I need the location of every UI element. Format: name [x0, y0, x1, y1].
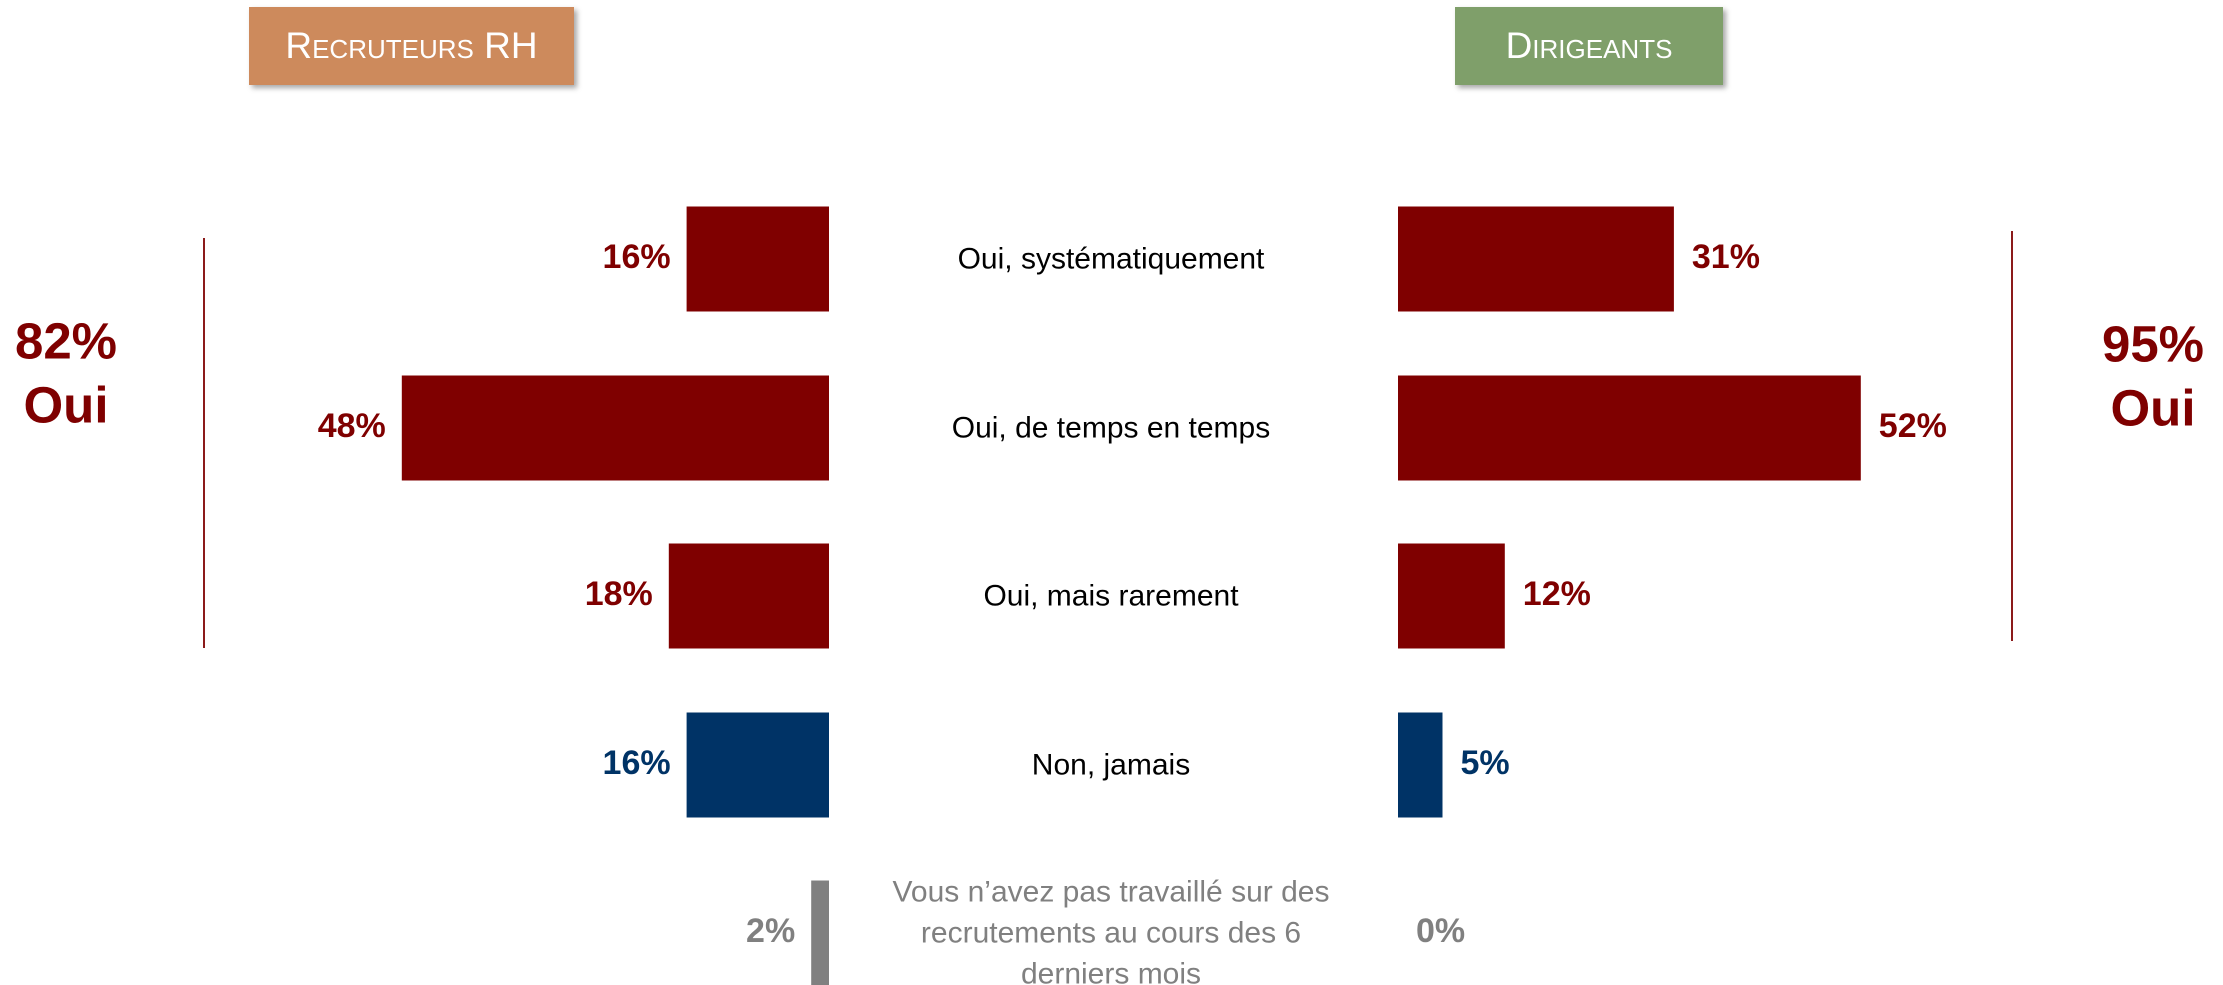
- category-label: Oui, de temps en temps: [951, 411, 1271, 445]
- category-label: Oui, systématiquement: [957, 242, 1265, 276]
- bar: [1398, 712, 1443, 818]
- category-label: Vous n’avez pas travaillé sur des recrut…: [892, 875, 1330, 985]
- total-text: Oui: [24, 376, 109, 433]
- bar: [401, 375, 829, 481]
- bar: [1398, 375, 1861, 481]
- value-label: 52%: [1879, 407, 1947, 445]
- value-label: 18%: [585, 575, 653, 613]
- bar: [811, 880, 829, 985]
- total-label: 95%: [2102, 315, 2204, 372]
- series-header: Recruteurs RH: [249, 7, 574, 85]
- bar: [1398, 206, 1674, 312]
- value-label: 31%: [1692, 238, 1760, 276]
- value-label: 0%: [1416, 912, 1465, 950]
- value-label: 5%: [1461, 744, 1510, 782]
- bar: [686, 206, 829, 312]
- series-header: Dirigeants: [1455, 7, 1723, 85]
- bar: [686, 712, 829, 818]
- total-label: 82%: [15, 312, 117, 369]
- value-label: 12%: [1523, 575, 1591, 613]
- bar: [668, 543, 829, 649]
- value-label: 2%: [746, 912, 795, 950]
- value-label: 48%: [318, 407, 386, 445]
- category-label: Non, jamais: [1031, 748, 1191, 782]
- category-label: Oui, mais rarement: [983, 579, 1239, 613]
- total-text: Oui: [2111, 379, 2196, 436]
- value-label: 16%: [603, 744, 671, 782]
- value-label: 16%: [603, 238, 671, 276]
- bar: [1398, 543, 1505, 649]
